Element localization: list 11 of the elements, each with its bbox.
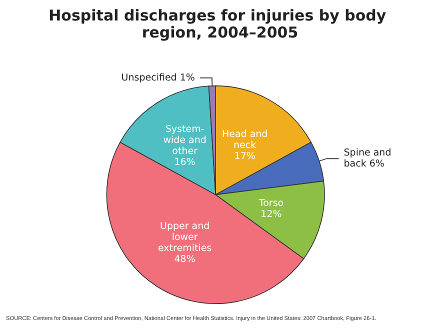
- slice-label: Torso: [258, 198, 284, 209]
- slice-label: System-wide and other: [163, 124, 206, 158]
- slice-label: Upper and lower extremities: [158, 221, 212, 254]
- chart-title: Hospital discharges for injuries by body region, 2004–2005: [48, 6, 392, 42]
- data-label: 12%: [260, 208, 282, 220]
- slice-label: Head and neck: [222, 128, 268, 151]
- data-label: 16%: [174, 157, 196, 168]
- slice-label: Spine and back 6%: [344, 148, 392, 170]
- slice-label: Unspecified 1%: [121, 72, 195, 84]
- data-label: 17%: [234, 150, 256, 162]
- data-label: 48%: [174, 254, 196, 266]
